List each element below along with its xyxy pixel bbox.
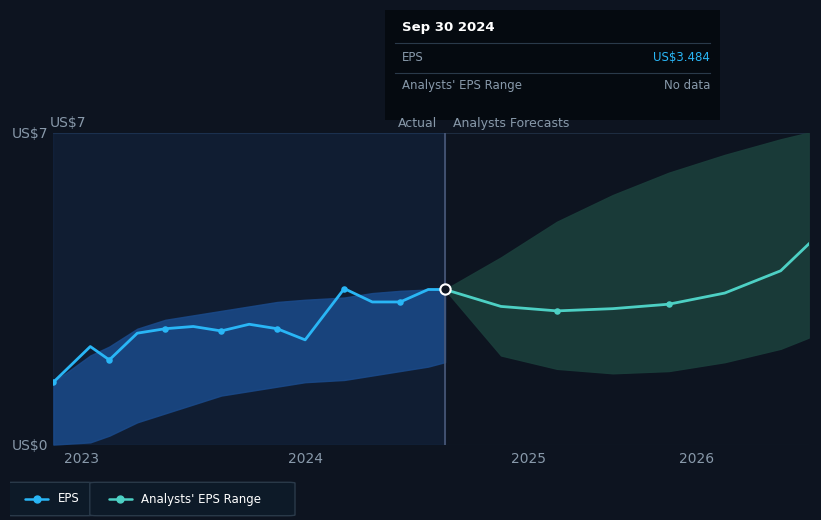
Text: Analysts Forecasts: Analysts Forecasts	[453, 117, 570, 130]
Point	[47, 378, 60, 386]
FancyBboxPatch shape	[89, 482, 295, 516]
Bar	[53, 133, 445, 445]
FancyBboxPatch shape	[7, 482, 94, 516]
Text: US$7: US$7	[49, 116, 85, 130]
Point	[550, 307, 563, 315]
Point	[103, 356, 116, 364]
Point	[663, 300, 676, 308]
Text: US$3.484: US$3.484	[653, 50, 710, 63]
Text: No data: No data	[663, 79, 710, 92]
Point	[214, 327, 227, 335]
Point	[394, 298, 407, 306]
Text: Analysts' EPS Range: Analysts' EPS Range	[401, 79, 522, 92]
Text: Sep 30 2024: Sep 30 2024	[401, 21, 494, 34]
Text: EPS: EPS	[401, 50, 424, 63]
Point	[158, 324, 172, 333]
Point	[337, 284, 351, 293]
Text: EPS: EPS	[57, 492, 80, 505]
Text: Actual: Actual	[397, 117, 437, 130]
Point	[271, 324, 284, 333]
Text: Analysts' EPS Range: Analysts' EPS Range	[141, 492, 261, 505]
Point	[438, 285, 452, 294]
Point	[438, 285, 452, 294]
